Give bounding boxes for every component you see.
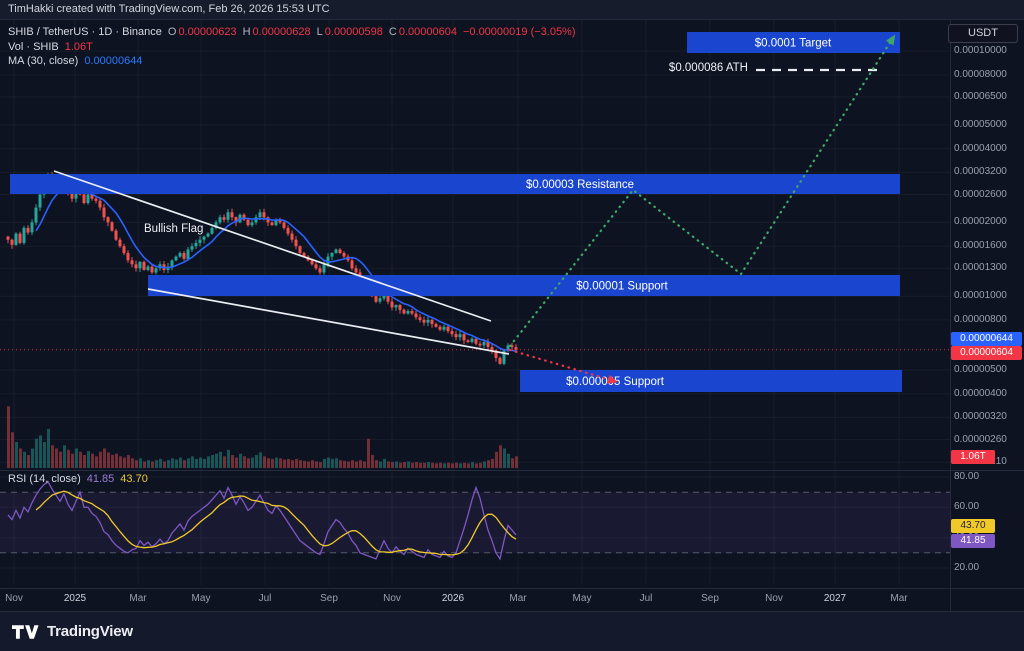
level-banner[interactable]: $0.0001 Target — [687, 32, 900, 53]
price-tick-label: 0.00001000 — [954, 290, 1007, 302]
price-tick-label: 20.00 — [954, 562, 980, 573]
price-tick-label: 0.00001300 — [954, 262, 1007, 274]
axis-badge: 43.70 — [951, 518, 995, 533]
price-tick-label: 0.00000500 — [954, 363, 1007, 375]
price-tick-label: 60.00 — [954, 501, 980, 513]
time-tick-label: Nov — [383, 593, 401, 604]
attribution-bar: TimHakki created with TradingView.com, F… — [0, 0, 1024, 20]
ma-value: 0.00000644 — [84, 55, 143, 67]
legend-row-symbol: SHIB / TetherUS · 1D · Binance O 0.0000062… — [8, 25, 576, 40]
currency-toggle-button[interactable]: USDT — [948, 24, 1018, 43]
level-banner[interactable]: $0.00003 Resistance — [10, 174, 900, 194]
time-tick-label: Nov — [5, 593, 23, 604]
footer-bar: TradingView — [0, 611, 1024, 651]
level-banner[interactable]: $0.000005 Support — [520, 370, 902, 392]
bullish-flag-annotation-label[interactable]: Bullish Flag — [144, 223, 204, 235]
axis-badge: 0.00000604 — [951, 346, 1022, 361]
flag-trendline[interactable] — [53, 170, 492, 322]
price-tick-label: 0.00003200 — [954, 166, 1007, 178]
ohlc-key: L — [316, 26, 323, 38]
time-tick-label: Sep — [320, 593, 338, 604]
price-tick-label: 0.00001600 — [954, 240, 1007, 252]
time-tick-label: Nov — [765, 593, 783, 604]
price-tick-label: 0.00000800 — [954, 313, 1007, 325]
svg-text:$0.00001 Support: $0.00001 Support — [576, 281, 668, 293]
time-tick-label: Mar — [129, 593, 147, 604]
axis-badge: 1.06T — [951, 450, 995, 464]
time-tick-label: Mar — [509, 593, 527, 604]
price-tick-label: 0.00000400 — [954, 387, 1007, 399]
time-tick-label: Mar — [890, 593, 908, 604]
rsi-legend[interactable]: RSI (14, close) 41.85 43.70 — [8, 473, 148, 485]
bullish-projection-path[interactable] — [508, 36, 895, 348]
ohlc-value: 0.00000598 — [324, 26, 383, 38]
price-axis-separator — [950, 20, 951, 611]
price-tick-label: 80.00 — [954, 471, 980, 482]
time-tick-label: 2026 — [441, 593, 465, 604]
ohlc-value: 0.00000604 — [398, 26, 457, 38]
price-tick-label: 0.00006500 — [954, 90, 1007, 102]
ath-annotation-label[interactable]: $0.000086 ATH — [668, 62, 748, 74]
ma-label[interactable]: MA (30, close) — [8, 55, 79, 67]
price-tick-label: 0.00002600 — [954, 188, 1007, 200]
time-tick-label: May — [191, 593, 211, 604]
ohlc-key: H — [242, 26, 251, 38]
price-axis[interactable]: 0.00010000 0.00008000 0.00006500 0.00005000… — [950, 0, 1024, 611]
rsi-band — [0, 492, 950, 553]
price-tick-label: 0.00000260 — [954, 433, 1007, 445]
attribution-text: TimHakki created with TradingView.com, F… — [8, 3, 330, 15]
axis-badge: 0.00000644 — [951, 332, 1022, 347]
price-tick-label: 0.00000320 — [954, 411, 1007, 423]
ohlc-key: O — [167, 26, 177, 38]
time-tick-label: Sep — [701, 593, 719, 604]
rsi-ma-value: 43.70 — [120, 473, 148, 485]
svg-text:$0.00003 Resistance: $0.00003 Resistance — [526, 179, 634, 191]
symbol-legend[interactable]: SHIB / TetherUS · 1D · Binance O 0.0000062… — [8, 25, 576, 69]
price-tick-label: 0.00002000 — [954, 216, 1007, 228]
footer-brand-text[interactable]: TradingView — [47, 623, 133, 640]
time-axis-separator — [0, 588, 1024, 589]
rsi-value: 41.85 — [86, 473, 115, 485]
time-tick-label: 2027 — [823, 593, 847, 604]
axis-badge: 41.85 — [951, 533, 995, 548]
ohlc-key: C — [388, 26, 397, 38]
bearish-projection-path[interactable] — [508, 348, 616, 383]
legend-row-volume: Vol · SHIB 1.06T — [8, 40, 576, 55]
price-tick-label: 0.00005000 — [954, 118, 1007, 130]
tradingview-logo-icon[interactable] — [12, 624, 39, 640]
rsi-label[interactable]: RSI (14, close) — [8, 473, 81, 485]
time-tick-label: Jul — [639, 593, 653, 604]
level-banner[interactable]: $0.00001 Support — [148, 275, 900, 296]
time-axis[interactable]: Nov 2025 Mar May Jul Sep Nov 2026 Mar May Jul Sep No… — [0, 588, 950, 611]
ma-line — [35, 184, 517, 353]
symbol-title[interactable]: SHIB / TetherUS · 1D · Binance — [8, 26, 162, 38]
time-tick-label: Jul — [258, 593, 272, 604]
svg-text:$0.0001 Target: $0.0001 Target — [755, 38, 832, 50]
pane-separator[interactable] — [0, 470, 1024, 471]
ohlc-values: O 0.00000623 H 0.00000628 L 0.00000598 C 0.0000… — [162, 26, 457, 38]
volume-value: 1.06T — [64, 40, 93, 53]
rsi-ma-line — [35, 490, 517, 556]
time-tick-label: 2025 — [63, 593, 87, 604]
ohlc-value: 0.00000628 — [252, 26, 311, 38]
flag-trendline[interactable] — [147, 288, 510, 355]
change-value: −0.00000019 (−3.05%) — [462, 26, 576, 38]
price-tick-label: 0.00004000 — [954, 142, 1007, 154]
ohlc-value: 0.00000623 — [178, 26, 237, 38]
price-tick-label: 0.00008000 — [954, 68, 1007, 80]
legend-row-ma: MA (30, close) 0.00000644 — [8, 54, 576, 69]
time-tick-label: May — [572, 593, 592, 604]
volume-label[interactable]: Vol · SHIB — [8, 40, 59, 53]
price-tick-label: 0.00010000 — [954, 45, 1007, 57]
